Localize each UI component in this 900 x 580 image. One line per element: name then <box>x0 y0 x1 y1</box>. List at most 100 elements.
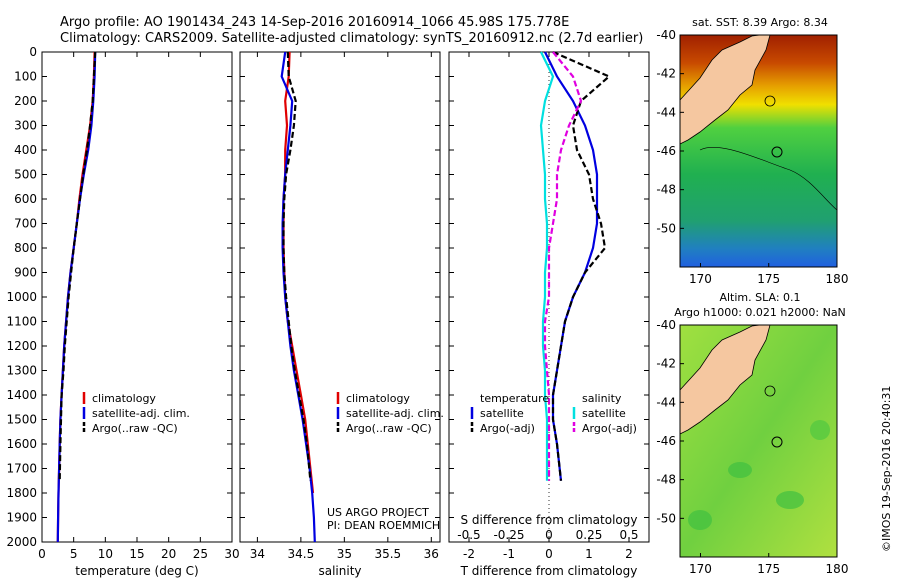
depth-tick-label: 1800 <box>6 486 37 500</box>
depth-tick-label: 200 <box>14 94 37 108</box>
series-line-satellite <box>539 51 555 481</box>
diff-legend-s-argo: Argo(-adj) <box>582 422 637 435</box>
salinity-x-axis: 34 34.5 35 35.5 36 <box>250 52 439 561</box>
x-tick-label: 0 <box>545 547 553 561</box>
sst-map-title: sat. SST: 8.39 Argo: 8.34 <box>692 16 828 29</box>
depth-tick-label: 1500 <box>6 413 37 427</box>
series-line-argo---raw--qc- <box>58 51 97 481</box>
x-tick-label: 15 <box>129 547 144 561</box>
temperature-legend: climatology satellite-adj. clim. Argo(..… <box>82 392 190 435</box>
map-x-tick-label: 170 <box>689 272 712 286</box>
depth-tick-label: 400 <box>14 143 37 157</box>
series-line-argo--adj- <box>543 51 583 481</box>
depth-tick-label: 100 <box>14 70 37 84</box>
map-y-tick-label: -44 <box>656 105 676 119</box>
series-line-climatology <box>282 51 315 494</box>
depth-tick-label: 1300 <box>6 364 37 378</box>
map-y-tick-label: -42 <box>656 67 676 81</box>
map-y-tick-label: -46 <box>656 144 676 158</box>
temperature-series <box>56 51 97 543</box>
sal-legend-argo: Argo(..raw -QC) <box>346 422 432 435</box>
map-x-tick-label: 180 <box>826 272 849 286</box>
temperature-panel-frame <box>41 51 233 543</box>
temp-legend-satellite: satellite-adj. clim. <box>92 407 190 420</box>
depth-tick-label: 700 <box>14 217 37 231</box>
depth-tick-label: 1400 <box>6 388 37 402</box>
sst-argo-marker <box>771 146 783 158</box>
map-x-tick-label: 170 <box>689 562 712 576</box>
depth-tick-label: 1600 <box>6 437 37 451</box>
salinity-panel-frame <box>239 51 441 543</box>
sla-map-title2: Argo h1000: 0.021 h2000: NaN <box>674 306 846 319</box>
diff-legend-s-satellite: satellite <box>582 407 626 420</box>
diff-legend-t-satellite: satellite <box>480 407 524 420</box>
sla-blob <box>776 491 804 509</box>
depth-tick-label: 300 <box>14 119 37 133</box>
temperature-xlabel: temperature (deg C) <box>75 564 198 578</box>
x-tick-label: 34.5 <box>288 547 315 561</box>
temperature-x-axis: 0 5 10 15 20 25 30 <box>38 52 240 561</box>
map-y-tick-label: -40 <box>656 318 676 332</box>
map-y-tick-label: -50 <box>656 511 676 525</box>
sla-map-axes: 170 175 180 -40 -42 -44 -46 -48 -50 <box>656 318 848 576</box>
difference-legend: temperature satellite Argo(-adj) salinit… <box>470 392 637 435</box>
depth-tick-label: 1900 <box>6 511 37 525</box>
sst-field <box>680 35 837 267</box>
x-tick-label: 34 <box>250 547 265 561</box>
figure-title-line1: Argo profile: AO 1901434_243 14-Sep-2016… <box>60 15 569 30</box>
s-tick-label: 0.5 <box>619 528 638 542</box>
sst-landmass <box>679 34 771 145</box>
salinity-series <box>280 51 316 543</box>
depth-tick-label: 1100 <box>6 315 37 329</box>
sla-map-title1: Altim. SLA: 0.1 <box>719 291 800 304</box>
s-tick-label: 0.25 <box>576 528 603 542</box>
map-y-tick-label: -44 <box>656 395 676 409</box>
map-x-tick-label: 175 <box>757 272 780 286</box>
diff-legend-t-argo: Argo(-adj) <box>480 422 535 435</box>
depth-tick-label: 1700 <box>6 462 37 476</box>
x-tick-label: 5 <box>70 547 78 561</box>
x-tick-label: 35.5 <box>374 547 401 561</box>
pi-annotation: PI: DEAN ROEMMICH <box>327 519 440 532</box>
sla-blob <box>728 462 752 478</box>
x-tick-label: 30 <box>224 547 239 561</box>
x-tick-label: 0 <box>38 547 46 561</box>
difference-series <box>539 50 612 481</box>
depth-tick-label: 800 <box>14 241 37 255</box>
sal-legend-climatology: climatology <box>346 392 410 405</box>
sst-contour-blob <box>764 95 776 107</box>
depth-axis: 0 100 200 300 400 500 600 700 800 900 1000 1100 1200… <box>6 45 649 549</box>
map-x-tick-label: 175 <box>757 562 780 576</box>
s-tick-label: 0 <box>545 528 553 542</box>
depth-tick-label: 1000 <box>6 290 37 304</box>
diff-legend-temperature-header: temperature <box>480 392 549 405</box>
sla-landmass <box>679 324 771 435</box>
sla-contour-blob <box>764 385 776 397</box>
sla-blob <box>688 510 712 530</box>
project-annotation: US ARGO PROJECT <box>327 506 429 519</box>
difference-x-axis: -2 -1 0 1 2 -0.5 -0.25 0 0.25 0.5 <box>457 52 639 561</box>
s-tick-label: -0.25 <box>493 528 524 542</box>
depth-tick-label: 0 <box>29 45 37 59</box>
salinity-legend: climatology satellite-adj. clim. Argo(..… <box>336 392 444 435</box>
temp-legend-argo: Argo(..raw -QC) <box>92 422 178 435</box>
sst-contour <box>699 146 838 211</box>
depth-tick-label: 2000 <box>6 535 37 549</box>
x-tick-label: 2 <box>625 547 633 561</box>
x-tick-label: 20 <box>161 547 176 561</box>
sla-map <box>679 324 838 558</box>
x-tick-label: 35 <box>337 547 352 561</box>
x-tick-label: 10 <box>98 547 113 561</box>
x-tick-label: 25 <box>193 547 208 561</box>
sal-legend-satellite: satellite-adj. clim. <box>346 407 444 420</box>
map-y-tick-label: -46 <box>656 434 676 448</box>
s-difference-xlabel: S difference from climatology <box>461 513 638 527</box>
depth-tick-label: 600 <box>14 192 37 206</box>
depth-tick-label: 500 <box>14 168 37 182</box>
series-line-argo--adj- <box>551 50 612 481</box>
x-tick-label: 36 <box>424 547 439 561</box>
figure-title-line2: Climatology: CARS2009. Satellite-adjuste… <box>60 31 643 46</box>
map-y-tick-label: -40 <box>656 28 676 42</box>
depth-tick-label: 1200 <box>6 339 37 353</box>
